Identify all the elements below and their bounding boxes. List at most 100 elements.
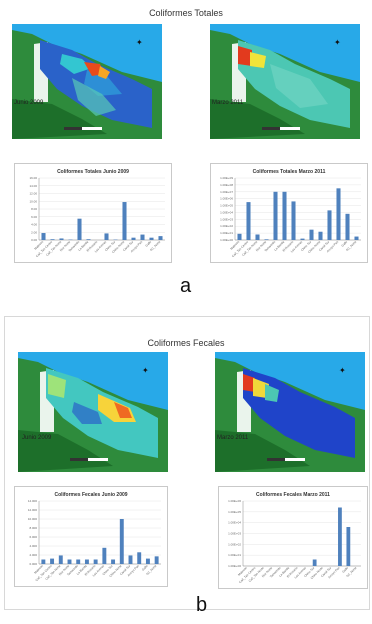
bar xyxy=(291,201,296,240)
y-tick-label: 14.00 xyxy=(29,184,37,188)
x-tick-label: Malecón xyxy=(33,240,44,251)
bar xyxy=(158,236,163,240)
chart-title: Coliformes Totales Junio 2009 xyxy=(57,169,129,175)
chart-title: Coliformes Fecales Marzo 2011 xyxy=(256,492,330,498)
x-tick-label: Gallo xyxy=(144,240,152,248)
bar xyxy=(86,239,91,240)
bar xyxy=(119,519,124,564)
chart-fecal-2011: Coliformes Fecales Marzo 2011 1.00E+00 1.0… xyxy=(218,486,368,589)
panel-a-letter: a xyxy=(180,275,192,297)
y-tick-label: 6.00 xyxy=(31,215,37,219)
y-tick-label: 1.00E+06 xyxy=(228,499,241,503)
y-tick-label: 1.00E+02 xyxy=(228,542,241,546)
x-tick-label: Malecón xyxy=(33,564,44,575)
bar xyxy=(93,559,98,564)
panel-b-letter: b xyxy=(196,594,208,616)
bar xyxy=(300,238,305,240)
bar xyxy=(58,555,63,564)
y-tick-label: 1.00E+07 xyxy=(220,190,233,194)
map-total-2009: ✦ xyxy=(12,24,162,139)
panel-a-title: Coliformes Totales xyxy=(149,8,223,18)
bar xyxy=(77,218,82,240)
y-tick-label: 14.000 xyxy=(28,499,38,503)
y-tick-label: 1.00E+08 xyxy=(220,183,233,187)
bar xyxy=(264,239,269,240)
bar xyxy=(84,559,89,564)
x-tick-label: Malecón xyxy=(229,240,240,251)
x-tick-label: Gallo xyxy=(141,564,149,572)
y-tick-label: 1.00E+03 xyxy=(220,217,233,221)
y-tick-label: 2.00 xyxy=(31,230,37,234)
map-label-total-2009: Junio 2009 xyxy=(14,100,44,106)
bar xyxy=(246,202,251,240)
x-tick-label: Malecón xyxy=(237,566,248,577)
map-total-2011: ✦ xyxy=(210,24,360,139)
bar xyxy=(131,237,136,240)
map-label-total-2011: Marzo 2011 xyxy=(212,100,244,106)
bar xyxy=(346,527,351,566)
chart-fecal-2009: Coliformes Fecales Junio 2009 0.000 2.000 4… xyxy=(14,486,168,587)
chart-title: Coliformes Fecales Junio 2009 xyxy=(54,492,127,498)
bar xyxy=(50,239,55,240)
bar xyxy=(67,559,72,564)
bar xyxy=(145,558,150,564)
bar xyxy=(128,555,133,564)
bar xyxy=(312,559,317,566)
map-label-fecal-2011: Marzo 2011 xyxy=(217,435,249,441)
panel-b-frame xyxy=(4,316,370,610)
bar xyxy=(76,559,81,564)
bar xyxy=(149,237,154,240)
y-tick-label: 10.00 xyxy=(29,199,37,203)
bar xyxy=(255,234,260,240)
y-tick-label: 1.00E+02 xyxy=(220,224,233,228)
bar xyxy=(50,558,55,564)
bar xyxy=(338,507,342,566)
bar xyxy=(282,191,287,240)
y-tick-label: 1.00E+01 xyxy=(228,553,241,557)
y-tick-label: 16.00 xyxy=(29,176,37,180)
bar xyxy=(336,188,341,240)
bar xyxy=(137,552,142,564)
y-tick-label: 0.000 xyxy=(29,562,37,566)
panel-b-title: Coliformes Fecales xyxy=(147,338,225,348)
bar xyxy=(354,236,359,240)
bar xyxy=(140,234,145,240)
map-fecal-2009: ✦ xyxy=(18,352,168,472)
bar xyxy=(41,559,46,564)
y-tick-label: 4.000 xyxy=(29,544,37,548)
bar xyxy=(102,547,107,564)
map-label-fecal-2009: Junio 2009 xyxy=(22,435,52,441)
y-tick-label: 10.000 xyxy=(28,517,38,521)
x-tick-label: Gallo xyxy=(341,566,349,574)
bar xyxy=(104,233,109,240)
y-tick-label: 12.00 xyxy=(29,192,37,196)
bar xyxy=(273,191,278,240)
bar xyxy=(309,229,314,240)
bar xyxy=(154,556,159,564)
y-tick-label: 1.00E+04 xyxy=(220,210,233,214)
bar xyxy=(327,210,332,240)
y-tick-label: 1.00E+00 xyxy=(220,238,233,242)
bar xyxy=(318,231,323,240)
svg-text:✦: ✦ xyxy=(334,38,341,47)
svg-text:✦: ✦ xyxy=(136,38,143,47)
chart-total-2009: Coliformes Totales Junio 2009 0.00 2.00 4.0… xyxy=(14,163,172,263)
y-tick-label: 0.00 xyxy=(31,238,37,242)
x-tick-label: Gallo xyxy=(340,240,348,248)
y-tick-label: 4.00 xyxy=(31,223,37,227)
bar xyxy=(59,238,64,240)
y-tick-label: 8.00 xyxy=(31,207,37,211)
bar xyxy=(122,202,127,240)
bar xyxy=(237,233,242,240)
y-tick-label: 1.00E+05 xyxy=(220,204,233,208)
y-tick-label: 1.00E+09 xyxy=(220,176,233,180)
svg-text:✦: ✦ xyxy=(142,366,149,375)
bar xyxy=(111,559,116,564)
y-tick-label: 1.00E+04 xyxy=(228,521,241,525)
map-fecal-2011: ✦ xyxy=(215,352,365,472)
y-tick-label: 1.00E+00 xyxy=(228,564,241,568)
svg-text:✦: ✦ xyxy=(339,366,346,375)
chart-title: Coliformes Totales Marzo 2011 xyxy=(253,169,326,175)
y-tick-label: 1.00E+05 xyxy=(228,510,241,514)
chart-total-2011: Coliformes Totales Marzo 2011 1.00E+00 1.0… xyxy=(210,163,368,263)
